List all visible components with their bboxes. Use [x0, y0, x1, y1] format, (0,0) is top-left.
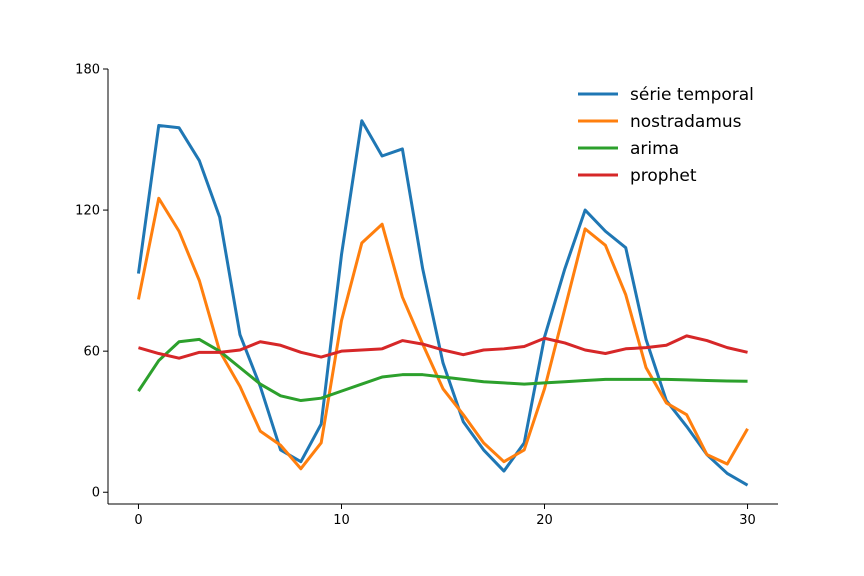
series-line-0 [136, 119, 749, 487]
series-line-2 [137, 337, 748, 403]
x-tick-label: 30 [739, 513, 756, 528]
y-tick-label: 0 [92, 486, 100, 501]
legend-label-1: nostradamus [630, 112, 742, 132]
x-tick-label: 0 [134, 513, 142, 528]
x-tick-label: 10 [333, 513, 350, 528]
y-tick-label: 180 [75, 63, 100, 78]
legend-label-3: prophet [630, 166, 697, 186]
x-tick-label: 20 [536, 513, 553, 528]
y-tick-label: 120 [75, 204, 100, 219]
series-layer [136, 119, 749, 487]
y-tick-label: 60 [83, 345, 100, 360]
axes [107, 69, 778, 505]
series-line-3 [138, 334, 748, 360]
ticks: 0 10 20 30 0 60 120 180 [75, 63, 756, 529]
series-line-1 [136, 196, 749, 471]
legend-label-0: série temporal [630, 85, 754, 105]
legend-label-2: arima [630, 139, 679, 159]
legend: série temporal nostradamus arima prophet [578, 85, 754, 186]
